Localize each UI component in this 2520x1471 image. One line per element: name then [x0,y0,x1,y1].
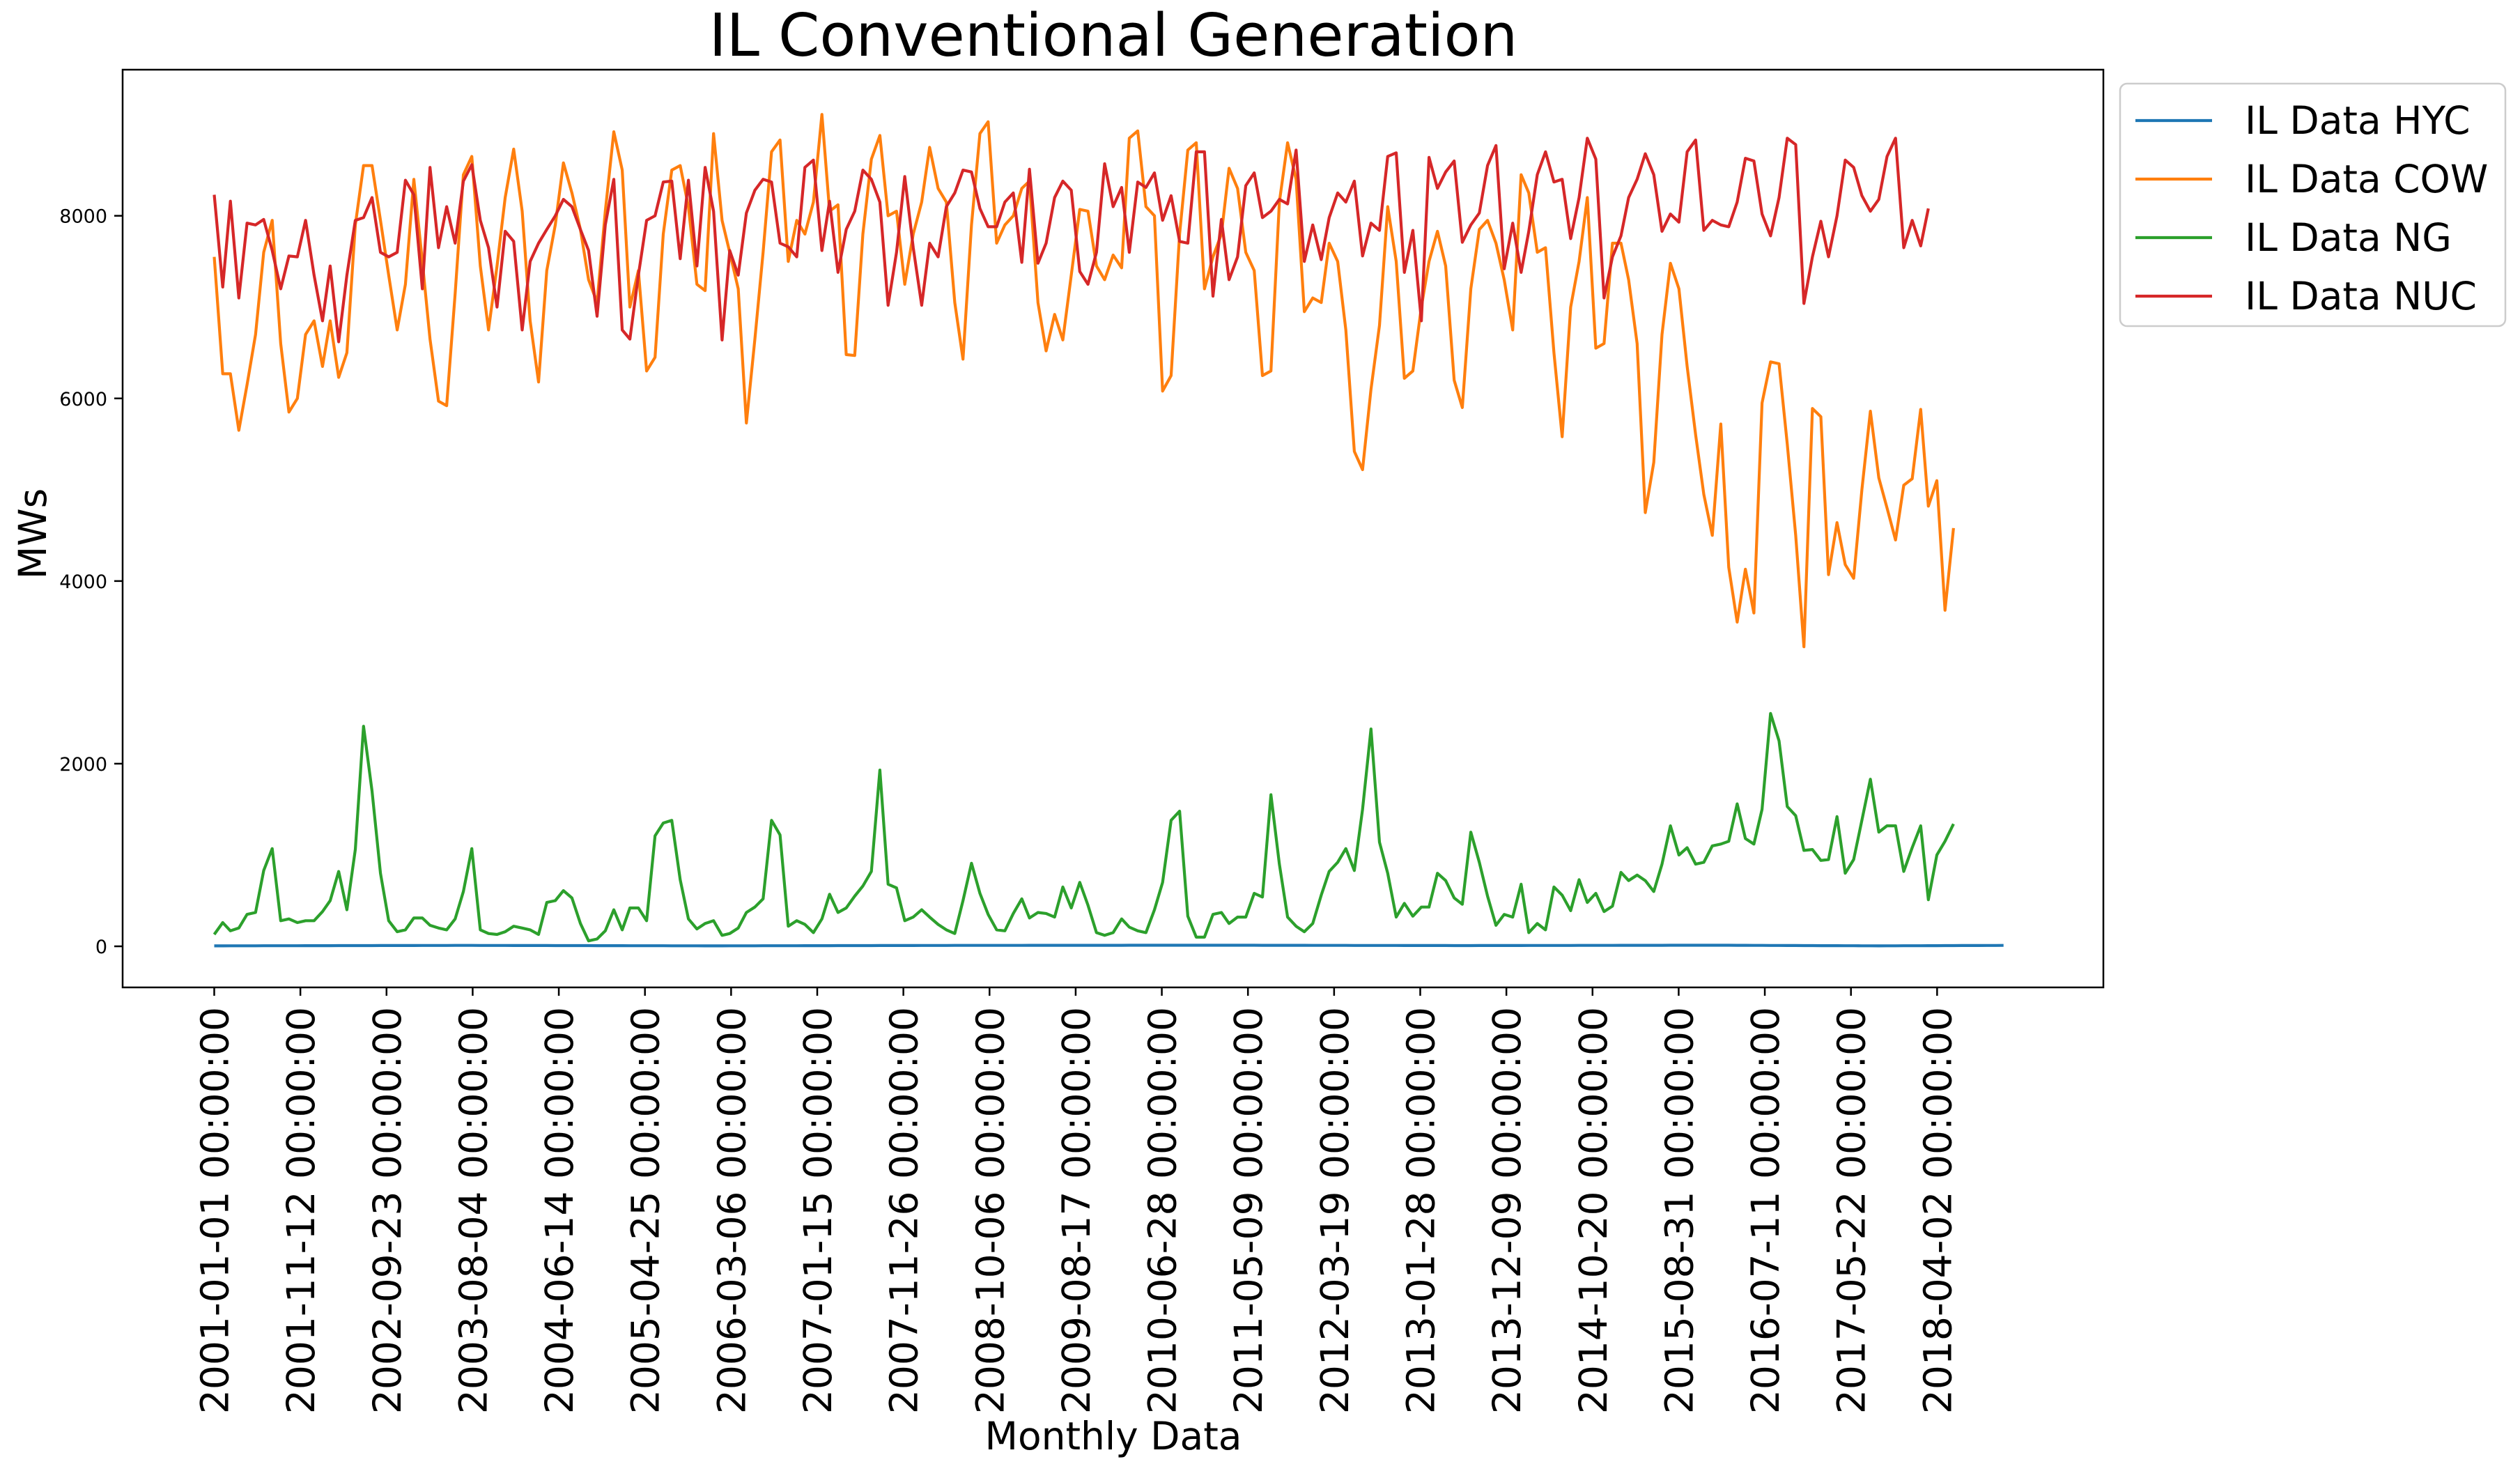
x-tick-label: 2018-04-02 00:00:00 [1915,1007,1960,1414]
x-tick-label: 2010-06-28 00:00:00 [1141,1007,1185,1414]
x-tick-label: 2017-05-22 00:00:00 [1830,1007,1874,1414]
legend: IL Data HYC IL Data COW IL Data NG IL Data … [2119,82,2507,328]
plot-frame [121,68,2105,989]
y-tick-label: 8000 [59,206,107,228]
x-axis: 2001-01-01 00:00:00 2001-11-12 00:00:00 20… [193,987,1960,1414]
chart-title: IL Conventional Generation [709,1,1518,70]
y-tick-label: 6000 [59,389,107,410]
legend-label: IL Data HYC [2245,98,2471,143]
x-tick-label: 2007-11-26 00:00:00 [882,1007,927,1414]
x-tick-label: 2007-01-15 00:00:00 [796,1007,840,1414]
x-tick-label: 2001-01-01 00:00:00 [193,1007,238,1414]
legend-frame [2119,82,2507,328]
x-tick-label: 2011-05-09 00:00:00 [1226,1007,1271,1414]
x-tick-label: 2001-11-12 00:00:00 [279,1007,323,1414]
y-axis: 0 2000 4000 6000 8000 [59,206,123,958]
x-tick-label: 2004-06-14 00:00:00 [537,1007,582,1414]
plot-lines [212,113,2004,948]
x-tick-label: 2016-07-11 00:00:00 [1743,1007,1788,1414]
y-tick-label: 0 [95,937,107,958]
x-tick-label: 2014-10-20 00:00:00 [1571,1007,1616,1414]
x-axis-label: Monthly Data [984,1414,1242,1458]
x-tick-label: 2009-08-17 00:00:00 [1054,1007,1099,1414]
x-tick-label: 2013-01-28 00:00:00 [1399,1007,1444,1414]
x-tick-label: 2005-04-25 00:00:00 [624,1007,668,1414]
legend-label: IL Data NUC [2245,274,2477,318]
x-tick-label: 2013-12-09 00:00:00 [1485,1007,1529,1414]
series-line-il-data-nuc [212,137,1930,344]
y-tick-label: 4000 [59,571,107,593]
legend-label: IL Data NG [2245,215,2452,260]
legend-label: IL Data COW [2245,157,2488,201]
x-tick-label: 2003-08-04 00:00:00 [451,1007,495,1414]
series-line-il-data-cow [212,113,1955,649]
x-tick-label: 2015-08-31 00:00:00 [1657,1007,1701,1414]
y-axis-label: MWs [10,488,55,580]
x-tick-label: 2012-03-19 00:00:00 [1313,1007,1357,1414]
series-line-il-data-ng [212,711,1955,943]
x-tick-label: 2006-03-06 00:00:00 [709,1007,754,1414]
x-tick-label: 2008-10-06 00:00:00 [968,1007,1012,1414]
x-tick-label: 2002-09-23 00:00:00 [365,1007,410,1414]
y-tick-label: 2000 [59,754,107,776]
